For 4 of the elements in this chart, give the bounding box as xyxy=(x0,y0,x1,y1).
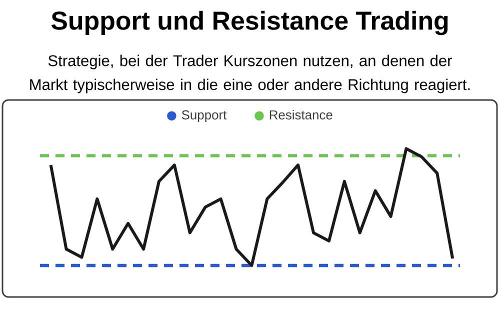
legend-label: Resistance xyxy=(270,110,332,120)
legend-label: Support xyxy=(182,110,227,122)
chart-subtitle: Strategie, bei der Trader Kurszonen nutzen, an denen der Markt typischerweise in die eine oder andere Richtung reagiert. xyxy=(30,54,470,94)
chart-title: Support und Resistance Trading xyxy=(51,10,448,36)
